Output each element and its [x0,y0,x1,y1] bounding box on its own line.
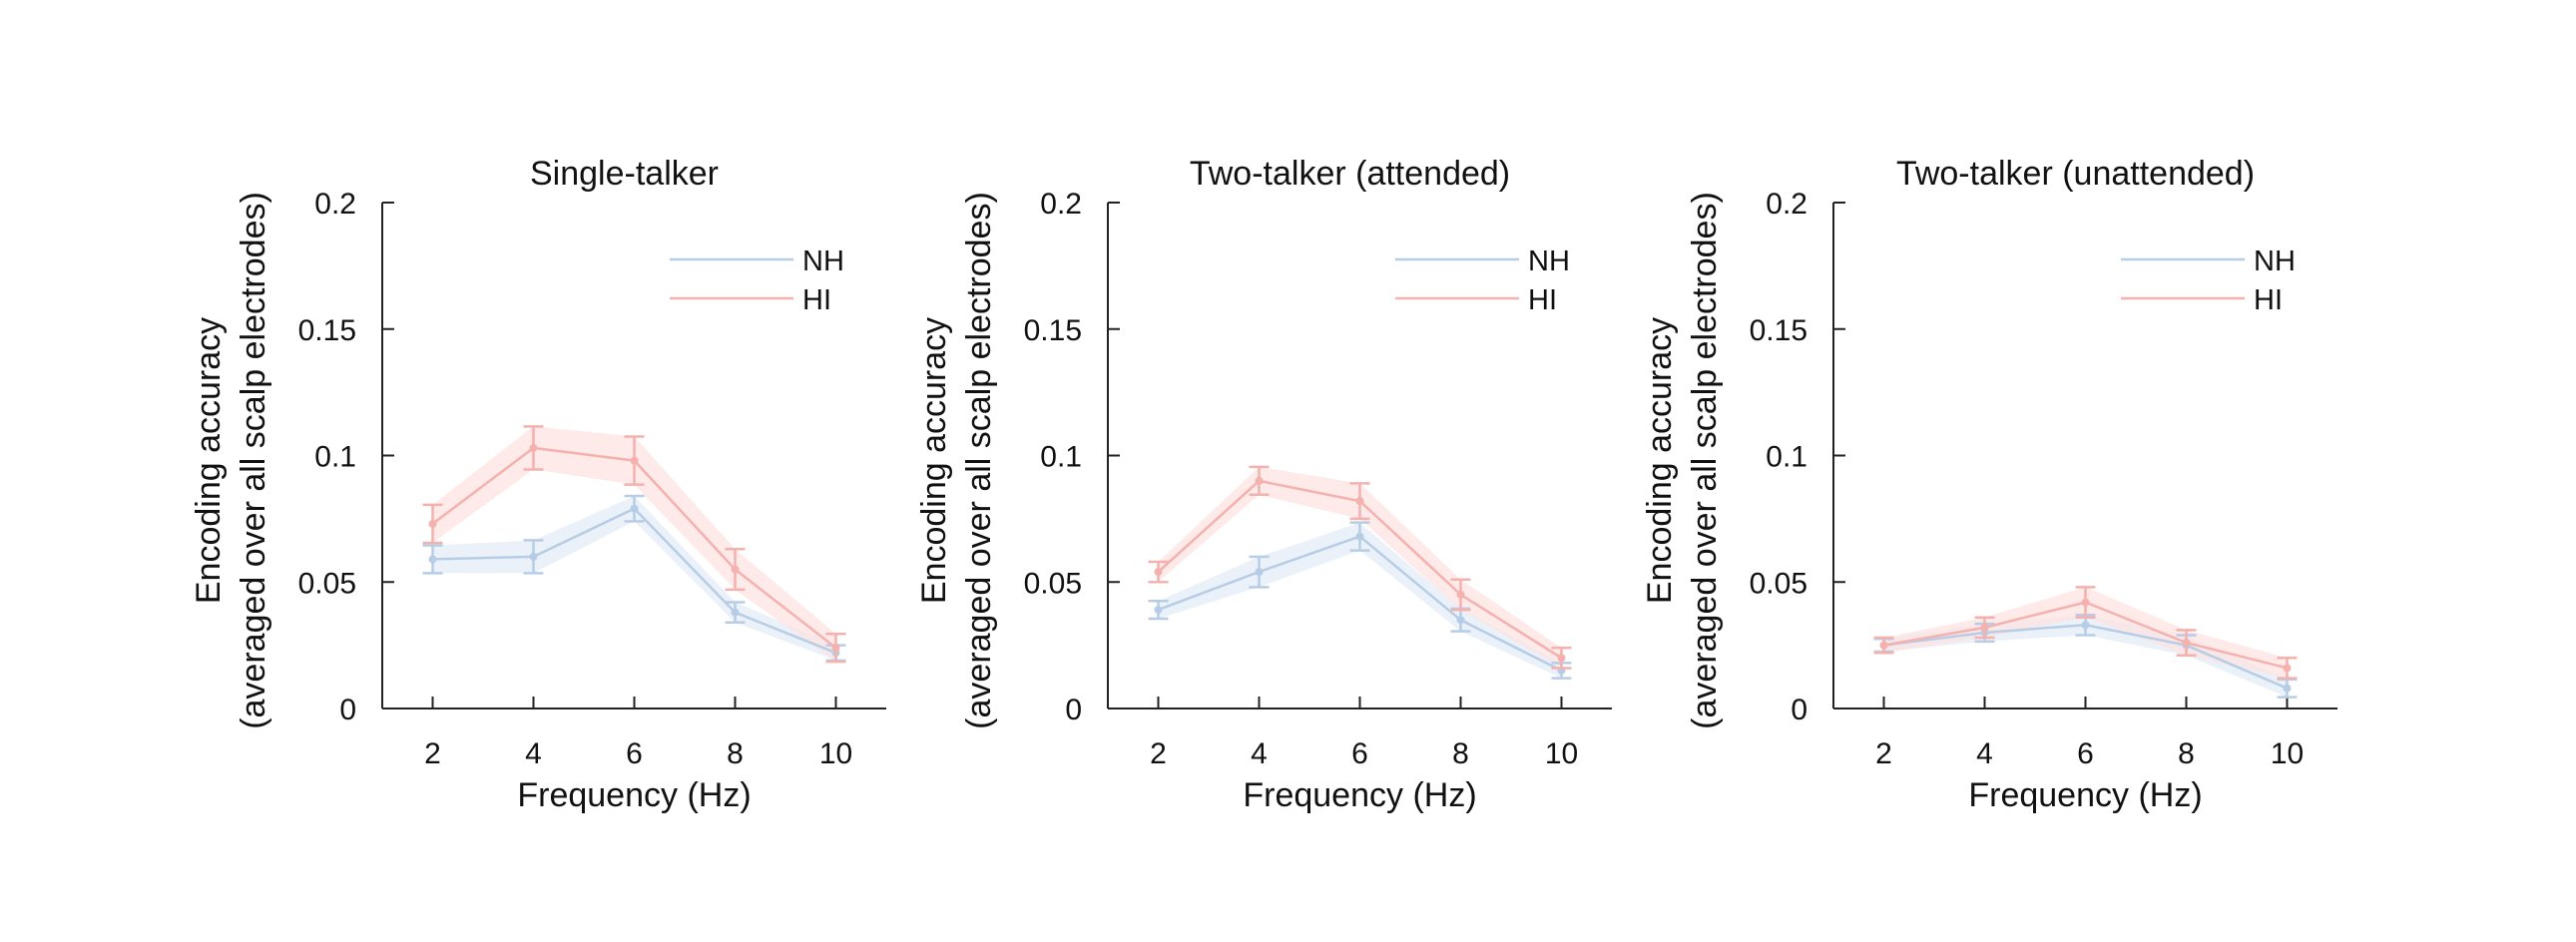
y-axis-label: Encoding accuracy [190,317,228,604]
y-tick-label: 0.2 [314,188,356,221]
x-tick-label: 4 [1976,737,1993,770]
x-tick-label: 4 [1251,737,1268,770]
y-tick-label: 0.05 [1024,567,1082,600]
series-line-nh [1158,535,1563,673]
y-tick-label: 0.15 [1024,314,1082,347]
legend-label-hi: HI [1528,284,1557,316]
legend-label-hi: HI [2254,284,2283,316]
x-tick-label: 2 [424,737,441,770]
data-point [529,552,538,561]
x-tick-label: 6 [1351,737,1368,770]
y-tick-label: 0.15 [1750,314,1807,347]
x-axis-label: Frequency (Hz) [1243,776,1476,814]
legend-label-nh: NH [802,245,844,277]
legend-label-hi: HI [802,284,831,316]
y-tick-label: 0.1 [1766,441,1807,474]
series-nh [1148,521,1572,680]
data-point [1355,532,1364,541]
data-point [2283,684,2292,693]
legend-label-nh: NH [2254,245,2296,277]
y-tick-label: 0.2 [1040,188,1082,221]
data-point [428,555,437,564]
data-point [2081,598,2090,607]
series-hi [422,425,846,664]
y-axis-label-secondary: (averaged over all scalp electrodes) [960,192,998,729]
data-point [529,443,538,452]
data-point [1456,616,1465,625]
x-tick-label: 10 [2271,737,2304,770]
data-point [2182,639,2191,648]
y-tick-label: 0.2 [1766,188,1807,221]
y-axis-label: Encoding accuracy [915,317,953,604]
series-nh [422,494,846,663]
y-tick-label: 0.1 [1040,441,1082,474]
x-tick-label: 8 [727,737,744,770]
data-point [1980,623,1989,632]
data-point [428,519,437,528]
data-point [630,504,639,513]
x-tick-label: 4 [525,737,542,770]
y-tick-label: 0 [1065,694,1082,726]
y-axis-label-secondary: (averaged over all scalp electrodes) [1686,192,1724,729]
x-tick-label: 8 [1452,737,1469,770]
chart-title: Single-talker [530,155,719,193]
chart-title: Two-talker (unattended) [1896,155,2255,193]
x-tick-label: 10 [819,737,852,770]
y-tick-label: 0.05 [1750,567,1807,600]
x-tick-label: 6 [2077,737,2094,770]
x-axis-label: Frequency (Hz) [1968,776,2202,814]
data-point [831,644,840,653]
data-point [2081,621,2090,630]
data-point [1255,568,1264,577]
y-tick-label: 0 [1791,694,1807,726]
x-tick-label: 8 [2178,737,2195,770]
data-point [1879,641,1888,650]
series-hi [1148,465,1572,670]
y-axis-label: Encoding accuracy [1641,317,1679,604]
series-hi [1873,586,2298,680]
y-tick-label: 0.1 [314,441,356,474]
data-point [1154,606,1163,615]
panel-3: Two-talker (unattended) 0 0.05 0.1 0.15 0.2 2 4… [1641,155,2337,814]
panel-1: Single-talker 0 0.05 0.1 0.15 0.2 2 4 6 8 10 Freque… [190,155,886,814]
data-point [1154,568,1163,577]
panel-2: Two-talker (attended) 0 0.05 0.1 0.15 0.2 2 4 6 8… [915,155,1612,814]
y-tick-label: 0 [339,694,356,726]
x-axis-label: Frequency (Hz) [517,776,751,814]
data-point [1456,590,1465,599]
x-tick-label: 2 [1150,737,1167,770]
x-tick-label: 2 [1875,737,1892,770]
y-tick-label: 0.05 [298,567,356,600]
data-point [1255,476,1264,485]
x-tick-label: 6 [626,737,643,770]
chart-title: Two-talker (attended) [1190,155,1510,193]
data-point [1557,654,1566,663]
x-tick-label: 10 [1545,737,1578,770]
data-point [731,608,740,617]
y-tick-label: 0.15 [298,314,356,347]
data-point [630,456,639,465]
data-point [731,565,740,574]
data-point [2283,664,2292,673]
data-point [1355,497,1364,506]
legend-label-nh: NH [1528,245,1570,277]
y-axis-label-secondary: (averaged over all scalp electrodes) [235,192,272,729]
